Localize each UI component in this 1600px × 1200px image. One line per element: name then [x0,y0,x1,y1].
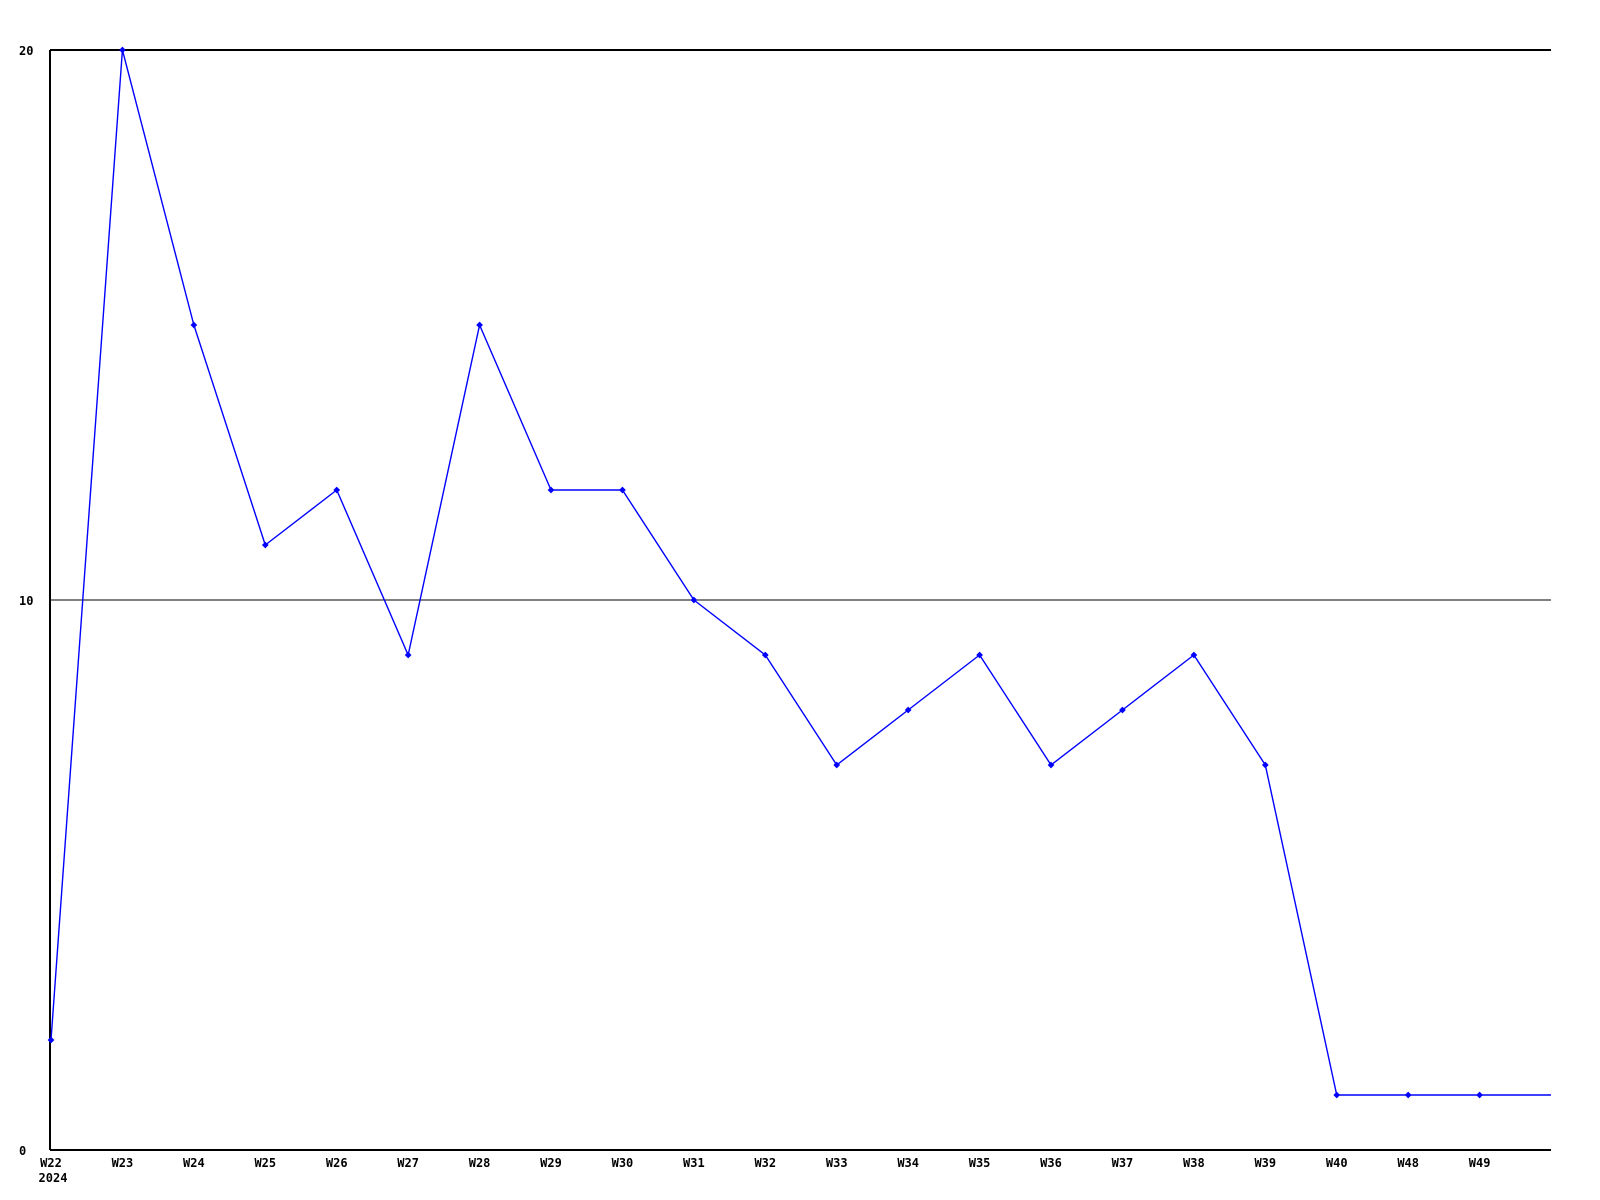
data-point-marker [761,651,769,659]
data-point-marker [404,651,412,659]
x-tick-label: W23 [112,1156,134,1170]
x-tick-label: W24 [183,1156,205,1170]
x-tick-label: W34 [897,1156,919,1170]
x-tick-label: W36 [1040,1156,1062,1170]
x-tick-label: W37 [1112,1156,1134,1170]
data-point-marker [1404,1091,1412,1099]
data-point-marker [119,46,126,54]
y-tick-label: 10 [19,594,33,608]
x-tick-label: W48 [1397,1156,1419,1170]
x-tick-label: W25 [254,1156,276,1170]
data-point-marker [190,321,198,329]
y-tick-label: 0 [19,1144,26,1158]
data-point-marker [833,761,841,769]
series-line [50,49,1551,1096]
data-point-marker [47,1036,55,1044]
data-point-marker [619,486,626,494]
data-point-marker [547,486,555,494]
data-point-marker [1333,1091,1341,1099]
data-point-marker [1190,651,1198,659]
x-tick-label: W49 [1469,1156,1491,1170]
x-tick-label: W26 [326,1156,348,1170]
data-point-marker [261,541,269,549]
data-point-marker [1261,761,1269,769]
x-tick-label: W33 [826,1156,848,1170]
x-tick-label: W40 [1326,1156,1348,1170]
x-tick-label: W32 [754,1156,776,1170]
x-tick-label: W27 [397,1156,419,1170]
x-tick-label: W38 [1183,1156,1205,1170]
x-tick-label: W29 [540,1156,562,1170]
data-point-marker [476,321,483,329]
data-point-marker [904,706,912,714]
data-point-marker [1047,761,1055,769]
y-tick-label: 20 [19,44,33,58]
data-point-marker [976,651,983,659]
data-point-marker [1476,1091,1483,1099]
x-tick-label: W39 [1254,1156,1276,1170]
data-point-marker [1119,706,1126,714]
data-point-marker [690,596,698,604]
data-point-marker [333,486,341,494]
x-tick-label: W30 [612,1156,634,1170]
x-tick-label: W31 [683,1156,705,1170]
x-tick-label: W22 [40,1156,62,1170]
x-tick-label: W35 [969,1156,991,1170]
year-label: 2024 [39,1171,68,1185]
x-tick-label: W28 [469,1156,491,1170]
